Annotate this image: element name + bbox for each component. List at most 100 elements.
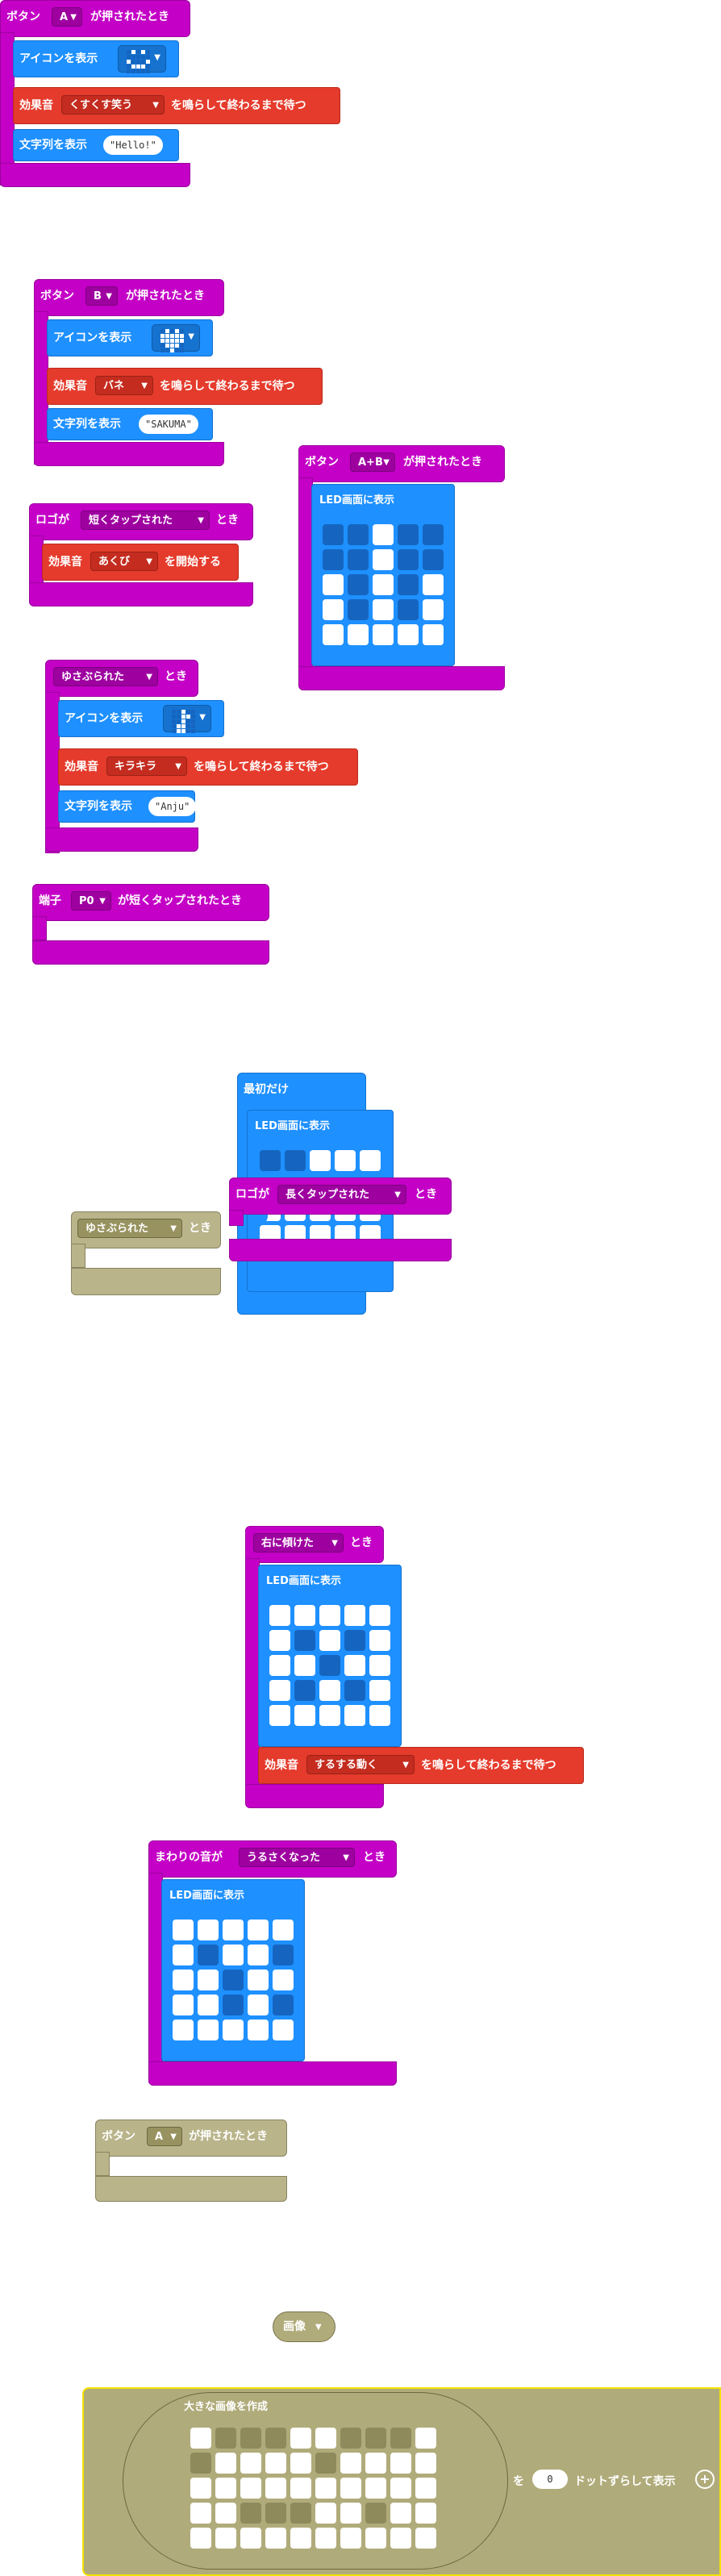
- sound-level-dropdown[interactable]: うるさくなった ▼: [239, 1848, 355, 1867]
- image-field-oval[interactable]: [123, 2392, 508, 2570]
- led-cell[interactable]: [319, 1705, 340, 1726]
- led-cell[interactable]: [215, 2453, 236, 2474]
- led-cell[interactable]: [423, 624, 444, 645]
- led-grid-row1[interactable]: [260, 1150, 381, 1171]
- led-cell[interactable]: [269, 1630, 290, 1651]
- led-cell[interactable]: [240, 2478, 261, 2499]
- led-cell[interactable]: [315, 2528, 336, 2549]
- led-cell[interactable]: [315, 2453, 336, 2474]
- button-dropdown[interactable]: A ▼: [52, 7, 82, 27]
- play-sound-block[interactable]: [47, 368, 323, 405]
- logo-mode-dropdown[interactable]: 長くタップされた ▼: [277, 1185, 406, 1204]
- led-cell[interactable]: [373, 549, 394, 570]
- led-cell[interactable]: [240, 2428, 261, 2449]
- led-cell[interactable]: [215, 2428, 236, 2449]
- led-cell[interactable]: [319, 1630, 340, 1651]
- led-cell[interactable]: [198, 2020, 219, 2040]
- led-cell[interactable]: [344, 1655, 365, 1676]
- led-cell[interactable]: [398, 599, 419, 620]
- led-cell[interactable]: [315, 2478, 336, 2499]
- led-cell[interactable]: [173, 1945, 194, 1965]
- led-cell[interactable]: [340, 2503, 361, 2524]
- led-cell[interactable]: [273, 1995, 294, 2015]
- led-cell[interactable]: [423, 574, 444, 595]
- led-cell[interactable]: [390, 2478, 411, 2499]
- led-cell[interactable]: [348, 549, 369, 570]
- led-cell[interactable]: [248, 1945, 269, 1965]
- led-cell[interactable]: [240, 2453, 261, 2474]
- led-cell[interactable]: [369, 1630, 390, 1651]
- led-cell[interactable]: [319, 1655, 340, 1676]
- led-cell[interactable]: [198, 1970, 219, 1990]
- shift-input[interactable]: 0: [532, 2470, 568, 2489]
- led-cell[interactable]: [365, 2503, 386, 2524]
- led-cell[interactable]: [390, 2453, 411, 2474]
- led-cell[interactable]: [294, 1605, 315, 1626]
- led-cell[interactable]: [290, 2528, 311, 2549]
- icon-dropdown[interactable]: ▼: [163, 705, 211, 733]
- led-cell[interactable]: [340, 2528, 361, 2549]
- led-cell[interactable]: [348, 624, 369, 645]
- led-cell[interactable]: [398, 549, 419, 570]
- led-cell[interactable]: [198, 1919, 219, 1940]
- led-cell[interactable]: [335, 1150, 356, 1171]
- gesture-dropdown[interactable]: ゆさぶられた ▼: [77, 1219, 182, 1238]
- led-cell[interactable]: [423, 524, 444, 545]
- led-cell[interactable]: [415, 2503, 436, 2524]
- button-dropdown[interactable]: B ▼: [85, 286, 118, 306]
- led-cell[interactable]: [223, 1995, 244, 2015]
- icon-dropdown[interactable]: ▼: [118, 45, 166, 73]
- string-input[interactable]: "SAKUMA": [139, 415, 198, 434]
- led-cell[interactable]: [373, 624, 394, 645]
- led-cell[interactable]: [390, 2528, 411, 2549]
- led-cell[interactable]: [269, 1605, 290, 1626]
- led-cell[interactable]: [319, 1680, 340, 1701]
- led-cell[interactable]: [398, 624, 419, 645]
- led-cell[interactable]: [265, 2503, 286, 2524]
- led-cell[interactable]: [260, 1150, 281, 1171]
- button-dropdown[interactable]: A+B ▼: [350, 452, 395, 472]
- led-cell[interactable]: [290, 2453, 311, 2474]
- sound-dropdown[interactable]: するする動く ▼: [306, 1755, 415, 1774]
- led-cell[interactable]: [294, 1705, 315, 1726]
- led-cell[interactable]: [190, 2528, 211, 2549]
- led-cell[interactable]: [398, 574, 419, 595]
- led-cell[interactable]: [198, 1995, 219, 2015]
- led-cell[interactable]: [340, 2453, 361, 2474]
- led-cell[interactable]: [223, 1919, 244, 1940]
- led-cell[interactable]: [369, 1705, 390, 1726]
- led-cell[interactable]: [415, 2428, 436, 2449]
- led-cell[interactable]: [344, 1705, 365, 1726]
- led-cell[interactable]: [373, 599, 394, 620]
- led-cell[interactable]: [360, 1150, 381, 1171]
- led-cell[interactable]: [373, 574, 394, 595]
- sound-dropdown[interactable]: キラキラ ▼: [106, 757, 187, 776]
- led-cell[interactable]: [323, 574, 344, 595]
- led-cell[interactable]: [369, 1680, 390, 1701]
- led-cell[interactable]: [344, 1630, 365, 1651]
- led-cell[interactable]: [215, 2503, 236, 2524]
- led-cell[interactable]: [285, 1150, 306, 1171]
- led-cell[interactable]: [190, 2478, 211, 2499]
- led-cell[interactable]: [390, 2428, 411, 2449]
- icon-dropdown[interactable]: ▼: [152, 324, 200, 352]
- led-cell[interactable]: [240, 2503, 261, 2524]
- led-cell[interactable]: [240, 2528, 261, 2549]
- sound-dropdown[interactable]: バネ ▼: [95, 376, 153, 395]
- led-cell[interactable]: [269, 1705, 290, 1726]
- led-cell[interactable]: [190, 2503, 211, 2524]
- led-cell[interactable]: [340, 2478, 361, 2499]
- led-cell[interactable]: [215, 2528, 236, 2549]
- led-cell[interactable]: [365, 2478, 386, 2499]
- led-cell[interactable]: [294, 1630, 315, 1651]
- led-cell[interactable]: [173, 1919, 194, 1940]
- led-grid[interactable]: [323, 524, 444, 645]
- led-cell[interactable]: [294, 1655, 315, 1676]
- led-cell[interactable]: [223, 2020, 244, 2040]
- led-cell[interactable]: [344, 1605, 365, 1626]
- led-cell[interactable]: [248, 2020, 269, 2040]
- led-cell[interactable]: [310, 1150, 331, 1171]
- led-cell[interactable]: [415, 2453, 436, 2474]
- led-cell[interactable]: [190, 2428, 211, 2449]
- big-led-grid[interactable]: [190, 2428, 436, 2549]
